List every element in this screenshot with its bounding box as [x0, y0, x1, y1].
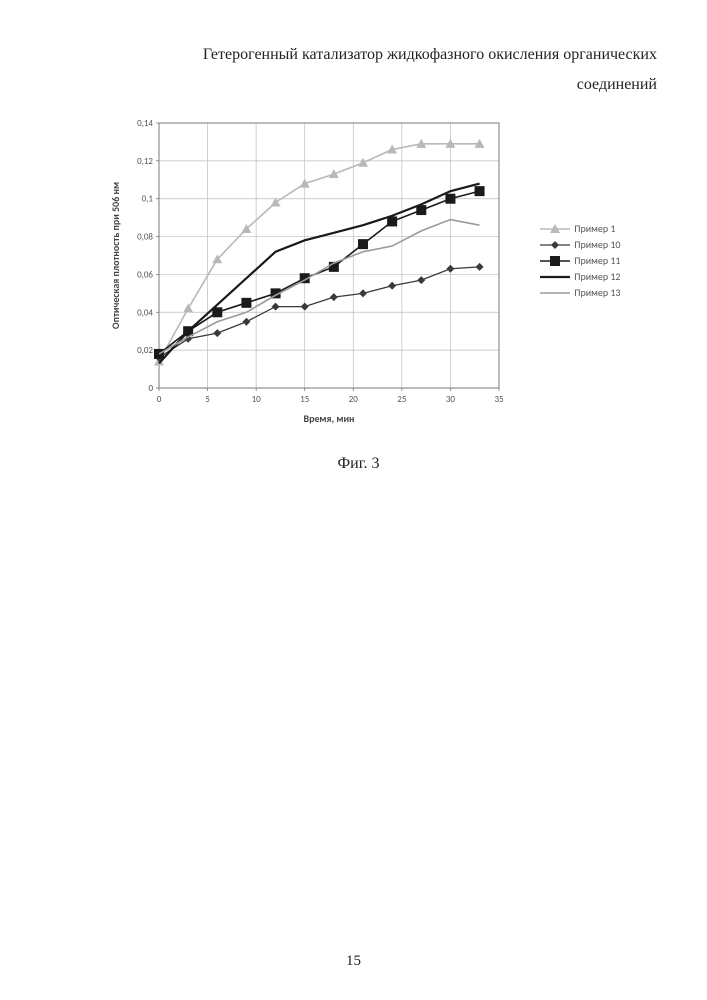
- legend-item: Пример 10: [540, 237, 620, 253]
- svg-text:25: 25: [397, 394, 407, 405]
- svg-text:30: 30: [445, 394, 455, 405]
- svg-text:20: 20: [348, 394, 358, 405]
- svg-text:0,06: 0,06: [137, 269, 153, 280]
- legend: Пример 1 Пример 10 Пример 11 Пример 12 Приме…: [540, 221, 620, 301]
- svg-text:0,02: 0,02: [137, 345, 153, 356]
- legend-item: Пример 1: [540, 221, 620, 237]
- legend-label: Пример 13: [574, 286, 620, 299]
- chart-container: 0 0,02 0,04 0,06 0,08 0,1 0,12 0,14 0 5 10 15 20 25 30…: [99, 113, 619, 433]
- svg-text:0: 0: [148, 383, 153, 394]
- document-title: Гетерогенный катализатор жидкофазного ок…: [60, 40, 657, 101]
- legend-item: Пример 12: [540, 269, 620, 285]
- page: Гетерогенный катализатор жидкофазного ок…: [0, 0, 707, 1000]
- title-line2: соединений: [60, 70, 657, 100]
- svg-text:5: 5: [205, 394, 210, 405]
- svg-text:0,14: 0,14: [137, 118, 153, 129]
- legend-label: Пример 1: [574, 222, 615, 235]
- title-line1: Гетерогенный катализатор жидкофазного ок…: [60, 40, 657, 70]
- svg-text:0,12: 0,12: [137, 156, 153, 167]
- figure-caption: Фиг. 3: [60, 455, 657, 473]
- legend-swatch: [540, 254, 570, 268]
- legend-swatch: [540, 270, 570, 284]
- svg-text:0,1: 0,1: [141, 193, 153, 204]
- svg-text:10: 10: [251, 394, 261, 405]
- svg-text:0: 0: [156, 394, 161, 405]
- legend-label: Пример 11: [574, 254, 620, 267]
- page-number: 15: [0, 953, 707, 970]
- svg-text:15: 15: [300, 394, 310, 405]
- svg-text:Оптическая плотность при 506 н: Оптическая плотность при 506 нм: [109, 182, 122, 329]
- svg-text:0,08: 0,08: [137, 231, 153, 242]
- legend-swatch: [540, 286, 570, 300]
- svg-text:35: 35: [494, 394, 504, 405]
- legend-item: Пример 13: [540, 285, 620, 301]
- svg-text:Время, мин: Время, мин: [303, 412, 354, 425]
- legend-label: Пример 10: [574, 238, 620, 251]
- legend-item: Пример 11: [540, 253, 620, 269]
- legend-label: Пример 12: [574, 270, 620, 283]
- svg-text:0,04: 0,04: [137, 307, 153, 318]
- legend-swatch: [540, 222, 570, 236]
- legend-swatch: [540, 238, 570, 252]
